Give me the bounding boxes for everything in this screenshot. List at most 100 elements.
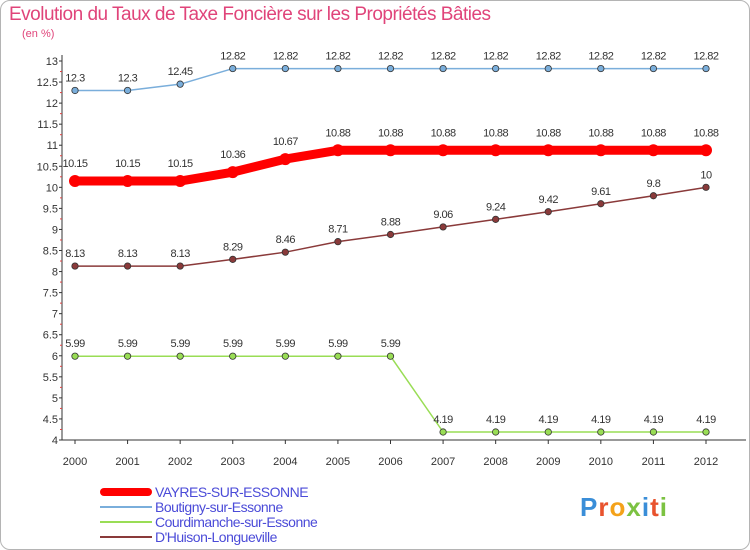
data-label: 10.88 <box>431 127 456 139</box>
logo-letter: r <box>598 492 610 522</box>
data-point <box>279 153 292 166</box>
data-label: 12.82 <box>641 51 666 63</box>
data-point <box>597 64 605 73</box>
data-label: 10.88 <box>536 127 561 139</box>
data-label: 5.99 <box>118 338 138 350</box>
legend-swatch <box>100 521 152 523</box>
data-label: 5.99 <box>170 338 190 350</box>
data-label: 12.3 <box>65 72 85 84</box>
data-label: 8.13 <box>65 248 85 260</box>
logo-letter: i <box>641 492 651 522</box>
data-label: 12.82 <box>483 51 508 63</box>
data-point <box>281 248 289 256</box>
data-point <box>439 223 447 231</box>
legend-label: Courdimanche-sur-Essonne <box>155 514 318 530</box>
y-tick-label: 4 <box>52 435 58 447</box>
data-label: 10.88 <box>641 127 666 139</box>
y-tick-label: 10 <box>46 182 58 194</box>
y-tick-label: 5.5 <box>43 372 58 384</box>
data-label: 9.61 <box>591 186 611 198</box>
logo-letter: i <box>659 492 668 522</box>
data-point <box>176 80 184 88</box>
data-point <box>492 428 500 436</box>
logo-letter: o <box>609 492 627 522</box>
data-label: 12.82 <box>378 51 403 63</box>
data-point <box>281 64 289 73</box>
data-point <box>123 86 132 95</box>
data-label: 5.99 <box>65 338 85 350</box>
data-label: 12.82 <box>431 51 456 63</box>
data-label: 9.24 <box>486 201 506 213</box>
x-tick-label: 2012 <box>694 456 718 468</box>
data-point <box>176 352 184 360</box>
data-label: 10.67 <box>273 136 298 148</box>
data-label: 4.19 <box>486 414 506 426</box>
x-tick-label: 2002 <box>168 456 192 468</box>
data-label: 10.88 <box>693 127 718 139</box>
y-tick-label: 5 <box>52 393 58 405</box>
data-label: 4.19 <box>539 414 559 426</box>
legend-swatch <box>100 506 152 508</box>
data-label: 12.82 <box>325 51 350 63</box>
data-point <box>544 428 552 436</box>
data-label: 12.82 <box>536 51 561 63</box>
data-point <box>649 64 658 73</box>
x-tick-label: 2003 <box>221 456 245 468</box>
y-tick-label: 9.5 <box>43 203 58 215</box>
x-tick-label: 2010 <box>589 456 613 468</box>
data-point <box>700 144 712 157</box>
data-label: 10.15 <box>168 158 193 170</box>
y-tick-label: 4.5 <box>43 414 58 426</box>
series-line <box>74 355 707 433</box>
data-point <box>542 144 555 157</box>
data-point <box>69 175 81 188</box>
data-point <box>123 352 132 360</box>
data-point <box>702 428 710 436</box>
data-point <box>702 64 710 73</box>
data-label: 4.19 <box>644 414 664 426</box>
legend-swatch <box>100 536 152 538</box>
data-point <box>386 230 395 239</box>
data-label: 10.15 <box>115 158 140 170</box>
data-point <box>334 64 342 73</box>
data-label: 10.88 <box>483 127 508 139</box>
legend-label: VAYRES-SUR-ESSONNE <box>155 484 309 500</box>
data-point <box>544 208 552 216</box>
y-tick-label: 8.5 <box>43 246 58 258</box>
data-point <box>544 64 552 73</box>
x-tick-label: 2007 <box>431 456 455 468</box>
data-label: 12.82 <box>220 51 245 63</box>
data-point <box>702 183 710 191</box>
data-point <box>439 64 447 73</box>
y-tick-label: 7.5 <box>43 288 58 300</box>
x-tick-label: 2001 <box>115 456 139 468</box>
data-point <box>597 428 605 436</box>
x-tick-label: 2008 <box>483 456 507 468</box>
data-label: 5.99 <box>223 338 243 350</box>
data-point <box>384 144 397 157</box>
y-tick-label: 10.5 <box>37 161 58 173</box>
y-tick-label: 13 <box>46 56 58 68</box>
data-point <box>334 352 342 360</box>
data-label: 5.99 <box>328 338 348 350</box>
data-label: 4.19 <box>591 414 611 426</box>
data-label: 10.88 <box>378 127 403 139</box>
x-tick-label: 2005 <box>326 456 350 468</box>
y-tick-label: 12 <box>46 98 58 110</box>
data-point <box>229 352 237 360</box>
y-tick-label: 9 <box>52 224 58 236</box>
data-label: 8.29 <box>223 241 243 253</box>
data-point <box>647 144 660 157</box>
data-point <box>226 166 239 179</box>
data-label: 4.19 <box>696 414 716 426</box>
data-label: 5.99 <box>381 338 401 350</box>
chart-title: Evolution du Taux de Taxe Foncière sur l… <box>9 4 491 25</box>
proxiti-logo: Proxiti <box>580 492 668 523</box>
data-label: 4.19 <box>433 414 453 426</box>
data-label: 8.88 <box>381 216 401 228</box>
y-tick-label: 12.5 <box>37 77 58 89</box>
x-tick-label: 2009 <box>536 456 560 468</box>
data-label: 8.46 <box>276 234 296 246</box>
logo-letter: x <box>626 492 642 522</box>
